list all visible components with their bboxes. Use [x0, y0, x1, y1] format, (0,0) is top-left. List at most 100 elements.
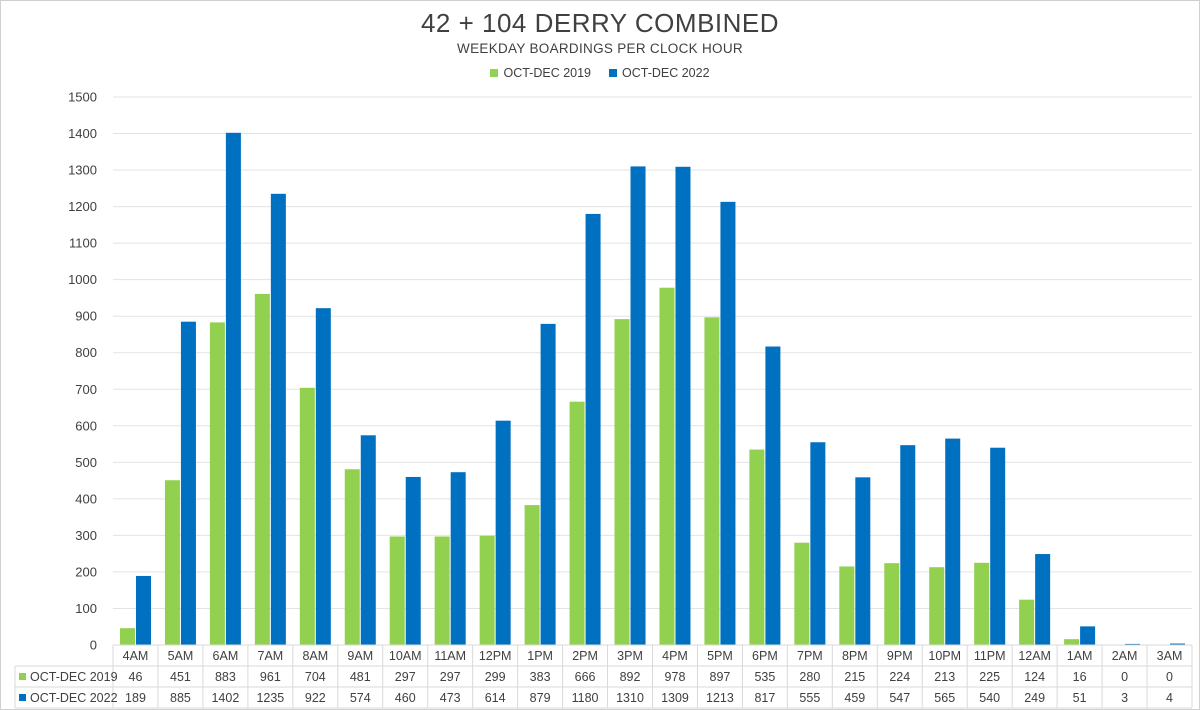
table-value: 883	[215, 670, 236, 684]
bar-2022	[855, 477, 871, 645]
bar-2022	[540, 323, 556, 645]
table-value: 46	[129, 670, 143, 684]
x-tick-label: 11PM	[974, 649, 1006, 663]
y-tick-label: 1000	[68, 272, 97, 287]
table-value: 280	[799, 670, 820, 684]
table-value: 666	[575, 670, 596, 684]
y-tick-label: 400	[75, 491, 97, 506]
table-value: 16	[1073, 670, 1087, 684]
table-value: 4	[1166, 691, 1173, 705]
x-tick-label: 4AM	[123, 649, 149, 663]
bar-2022	[360, 435, 376, 645]
bar-2022	[675, 166, 691, 645]
bar-2022	[810, 442, 826, 645]
bar-2019	[434, 536, 450, 645]
table-series-name: OCT-DEC 2022	[30, 691, 118, 705]
bar-2022	[900, 445, 916, 645]
legend-item-2019: OCT-DEC 2019	[490, 66, 591, 80]
table-value: 124	[1024, 670, 1045, 684]
table-value: 451	[170, 670, 191, 684]
y-tick-label: 1500	[68, 90, 97, 105]
y-tick-label: 200	[75, 564, 97, 579]
y-tick-label: 1100	[69, 236, 97, 251]
table-value: 249	[1024, 691, 1045, 705]
bar-2019	[659, 287, 675, 645]
bar-2022	[1035, 554, 1051, 645]
x-tick-label: 11AM	[434, 649, 466, 663]
bar-2022	[270, 193, 286, 645]
bar-2019	[254, 293, 270, 645]
bar-2019	[569, 401, 585, 645]
bar-2019	[344, 469, 360, 645]
table-value: 459	[844, 691, 865, 705]
x-tick-label: 3PM	[617, 649, 643, 663]
x-tick-label: 8AM	[302, 649, 328, 663]
bar-2022	[450, 472, 466, 645]
table-value: 460	[395, 691, 416, 705]
x-tick-label: 1PM	[527, 649, 553, 663]
table-value: 535	[754, 670, 775, 684]
chart-subtitle: WEEKDAY BOARDINGS PER CLOCK HOUR	[457, 41, 743, 56]
bar-2022	[945, 438, 961, 645]
y-tick-label: 900	[75, 309, 97, 324]
table-value: 0	[1121, 670, 1128, 684]
bar-2019	[1064, 639, 1080, 645]
bar-2019	[119, 628, 135, 645]
table-value: 3	[1121, 691, 1128, 705]
table-value: 51	[1073, 691, 1087, 705]
table-value: 897	[710, 670, 731, 684]
bar-2022	[1080, 626, 1096, 645]
table-value: 213	[934, 670, 955, 684]
bar-2019	[884, 563, 900, 645]
table-value: 547	[889, 691, 910, 705]
bar-2019	[839, 566, 855, 645]
x-tick-label: 9AM	[347, 649, 373, 663]
table-value: 1310	[616, 691, 644, 705]
x-tick-label: 2PM	[572, 649, 598, 663]
x-tick-label: 1AM	[1067, 649, 1093, 663]
table-value: 1235	[256, 691, 284, 705]
table-value: 215	[844, 670, 865, 684]
bar-2019	[974, 562, 990, 645]
bar-2022	[225, 132, 241, 645]
y-tick-label: 700	[75, 382, 97, 397]
table-value: 473	[440, 691, 461, 705]
chart-title: 42 + 104 DERRY COMBINED	[420, 8, 780, 38]
table-value: 879	[530, 691, 551, 705]
table-value: 817	[754, 691, 775, 705]
bar-2022	[135, 575, 151, 645]
y-tick-label: 600	[75, 418, 97, 433]
legend-label-2022: OCT-DEC 2022	[622, 66, 710, 80]
x-tick-label: 10AM	[389, 649, 422, 663]
bar-2022	[180, 321, 196, 645]
x-tick-label: 6AM	[213, 649, 239, 663]
y-tick-label: 800	[75, 345, 97, 360]
bar-2022	[495, 420, 511, 645]
table-value: 0	[1166, 670, 1173, 684]
bar-2019	[614, 319, 630, 645]
table-value: 481	[350, 670, 371, 684]
y-tick-label: 300	[75, 528, 97, 543]
bar-2022	[1125, 643, 1141, 645]
legend-item-2022: OCT-DEC 2022	[609, 66, 710, 80]
table-value: 892	[620, 670, 641, 684]
table-value: 978	[665, 670, 686, 684]
bar-2019	[1019, 599, 1035, 645]
bar-2022	[720, 201, 736, 646]
x-tick-label: 9PM	[887, 649, 913, 663]
x-tick-label: 4PM	[662, 649, 688, 663]
x-tick-label: 6PM	[752, 649, 778, 663]
bar-2019	[794, 542, 810, 645]
x-tick-label: 7PM	[797, 649, 823, 663]
bar-2022	[585, 213, 601, 645]
table-value: 224	[889, 670, 910, 684]
bar-2022	[990, 447, 1006, 645]
legend: OCT-DEC 2019 OCT-DEC 2022	[0, 66, 1200, 80]
table-value: 297	[440, 670, 461, 684]
table-value: 922	[305, 691, 326, 705]
table-swatch	[19, 673, 26, 680]
bar-2022	[405, 476, 421, 645]
y-tick-label: 1200	[68, 199, 97, 214]
table-value: 299	[485, 670, 506, 684]
y-tick-label: 500	[75, 455, 97, 470]
